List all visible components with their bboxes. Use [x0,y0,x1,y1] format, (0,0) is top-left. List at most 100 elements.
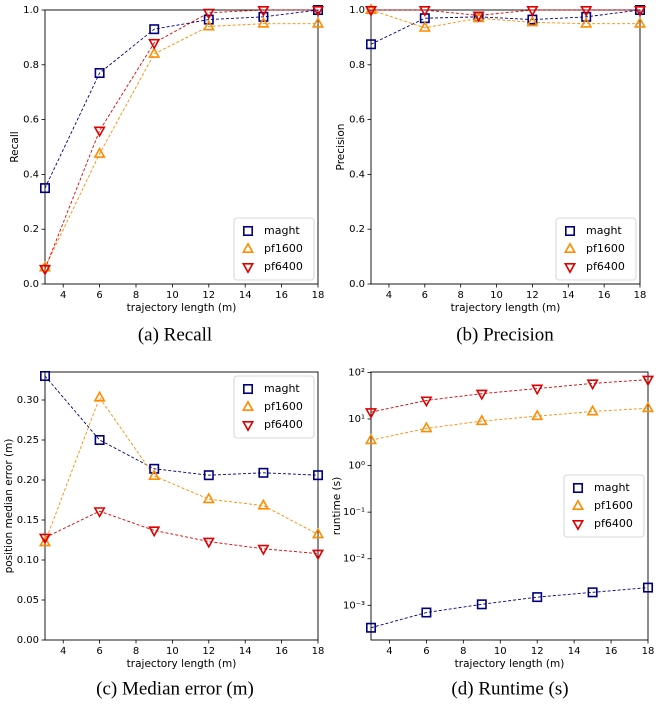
marker [476,599,487,610]
x-tick-label: 10 [494,646,507,657]
y-tick-label: 10⁰ [348,461,365,472]
x-tick-label: 12 [531,646,544,657]
marker [258,11,269,22]
marker [93,507,106,519]
y-tick-label: 0.2 [349,224,365,235]
x-tick-label: 8 [460,646,466,657]
legend-label: pf1600 [586,242,625,255]
x-tick-label: 6 [422,290,428,301]
marker [587,587,598,598]
legend-marker [563,242,577,253]
legend-label: maght [264,382,300,395]
y-tick-label: 0.6 [23,115,39,126]
marker [257,498,270,510]
legend-marker [564,226,575,237]
x-tick-label: 8 [133,290,139,301]
y-tick-label: 0.8 [23,60,39,71]
legend [233,217,315,281]
legend-label: pf6400 [594,517,633,530]
x-tick-label: 18 [312,646,325,657]
y-tick-label: 10⁻² [343,554,365,565]
marker [38,264,52,276]
legend-label: pf1600 [264,400,303,413]
y-tick-label: 0.25 [17,435,39,446]
marker [364,6,378,17]
marker [258,467,269,478]
marker [364,3,378,14]
series-line [370,9,641,45]
y-tick-label: 0.4 [23,169,39,180]
marker [586,404,599,416]
y-tick-label: 10² [348,367,365,378]
x-tick-label: 10 [166,646,179,657]
caption: (d) Runtime (s) [451,678,568,699]
marker [580,6,593,17]
marker [149,24,160,35]
marker [418,20,431,32]
legend-marker [241,263,255,274]
marker [641,375,655,387]
x-tick-label: 16 [598,290,611,301]
series-line [44,9,319,189]
y-tick-label: 0.05 [17,595,39,606]
marker [472,11,485,23]
marker [38,533,52,545]
legend-marker [241,242,255,253]
y-tick-label: 0.00 [17,635,39,646]
legend-marker [572,482,583,493]
legend-marker [241,400,255,411]
x-axis-label: trajectory length (m) [127,302,237,314]
x-tick-label: 18 [312,290,325,301]
series-line [44,510,319,555]
x-tick-label: 18 [634,290,647,301]
x-tick-label: 12 [202,290,215,301]
panel: 4 6 8 10 12 14 16 18 0.00 0.05 0.10 0.15 0.20 0.25 0.3… [3,371,325,699]
series-line [44,375,319,476]
x-axis-label: trajectory length (m) [451,302,561,314]
caption: (c) Median error (m) [96,678,254,699]
y-tick-label: 10⁻³ [343,600,365,611]
x-tick-label: 4 [60,290,66,301]
marker [39,183,50,194]
x-tick-label: 18 [642,646,655,657]
marker [257,6,270,17]
y-tick-label: 0.2 [23,224,39,235]
x-tick-label: 6 [423,646,429,657]
y-tick-label: 10⁻¹ [343,507,365,518]
marker [93,390,106,402]
x-tick-label: 4 [60,646,66,657]
marker [148,47,161,58]
marker [531,384,544,396]
caption: (b) Precision [456,324,554,345]
marker [633,6,647,17]
marker [203,14,214,25]
marker [202,19,215,31]
x-tick-label: 14 [562,290,575,301]
legend-label: maght [586,224,622,237]
marker [202,492,215,504]
y-tick-label: 10¹ [348,414,365,425]
panel: 4 6 8 10 12 14 16 18 10⁻³ 10⁻² 10⁻¹ 10⁰ 10¹ 10² trajec… [331,367,654,699]
x-tick-label: 14 [568,646,581,657]
y-tick-label: 1.0 [349,5,365,16]
legend [233,375,315,439]
y-axis-label: position median error (m) [3,439,15,574]
y-axis-label: runtime (s) [331,477,343,535]
legend [555,217,637,281]
marker [148,469,161,480]
caption: (a) Recall [138,324,212,345]
x-tick-label: 14 [239,290,252,301]
marker [364,408,378,420]
marker [39,370,50,381]
marker [526,6,539,17]
marker [365,622,376,633]
x-tick-label: 6 [96,646,102,657]
y-axis-label: Precision [335,124,347,171]
x-tick-label: 16 [275,646,288,657]
y-tick-label: 0.6 [349,115,365,126]
y-axis-label: Recall [9,131,21,162]
marker [93,147,106,158]
y-tick-label: 0.8 [349,60,365,71]
y-tick-label: 0.4 [349,169,365,180]
